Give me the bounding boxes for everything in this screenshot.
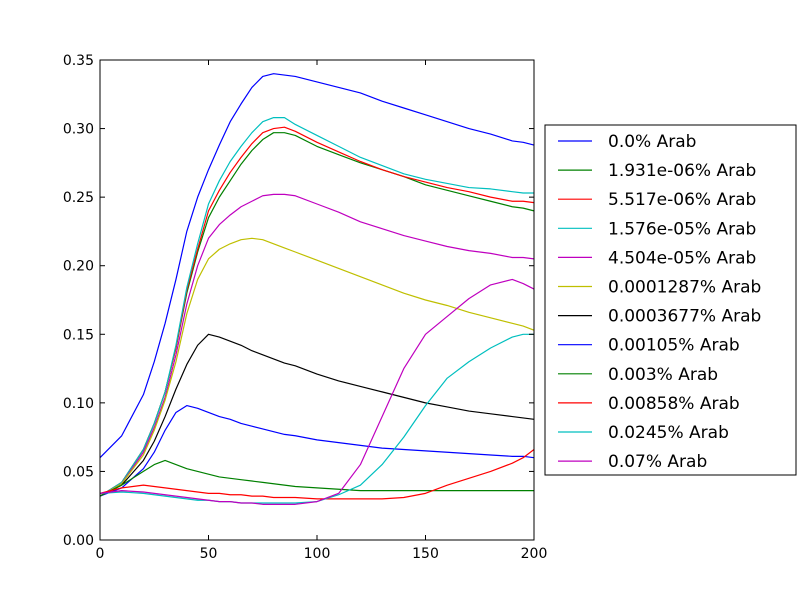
legend-frame [544,124,797,476]
series-line-6 [99,333,535,497]
legend-label-0: 0.0% Arab [608,132,696,152]
legend-label-11: 0.07% Arab [608,452,707,472]
legend-label-9: 0.00858% Arab [608,394,740,414]
x-tick-label: 150 [412,546,439,562]
y-tick-label: 0.10 [63,396,94,412]
legend-label-10: 0.0245% Arab [608,423,729,443]
series-line-11 [99,278,535,505]
series-line-9 [99,449,535,500]
y-tick-label: 0.20 [63,259,94,275]
series-line-0 [99,73,535,459]
y-tick-label: 0.30 [63,122,94,138]
legend-label-8: 0.003% Arab [608,365,718,385]
x-tick-label: 100 [304,546,331,562]
series-line-8 [99,459,534,497]
x-tick-label: 50 [200,546,218,562]
y-tick-label: 0.15 [63,327,94,343]
series-line-4 [99,193,535,497]
series-line-5 [99,237,535,497]
x-tick-label: 0 [96,546,105,562]
series-layer [99,73,535,505]
y-tick-label: 0.25 [63,190,94,206]
legend-label-1: 1.931e-06% Arab [608,161,756,181]
series-line-10 [99,333,534,504]
legend-label-3: 1.576e-05% Arab [608,219,756,239]
legend-label-2: 5.517e-06% Arab [608,190,756,210]
y-tick-label: 0.05 [63,464,94,480]
legend-label-5: 0.0001287% Arab [608,278,761,298]
legend: 0.0% Arab 1.931e-06% Arab 5.517e-06% Arab 1… [544,124,797,476]
series-line-7 [99,405,535,497]
legend-label-4: 4.504e-05% Arab [608,248,756,268]
series-line-3 [99,116,534,497]
x-tick-label: 200 [521,546,548,562]
legend-label-6: 0.0003677% Arab [608,307,761,327]
y-tick-label: 0.35 [63,53,94,69]
ticks-layer: 0 50 100 150 200 0.00 0.05 0.10 0.15 0.20 0.25 0.30… [63,53,548,562]
y-tick-label: 0.00 [63,533,94,549]
plot-background [100,60,534,540]
legend-label-7: 0.00105% Arab [608,336,740,356]
